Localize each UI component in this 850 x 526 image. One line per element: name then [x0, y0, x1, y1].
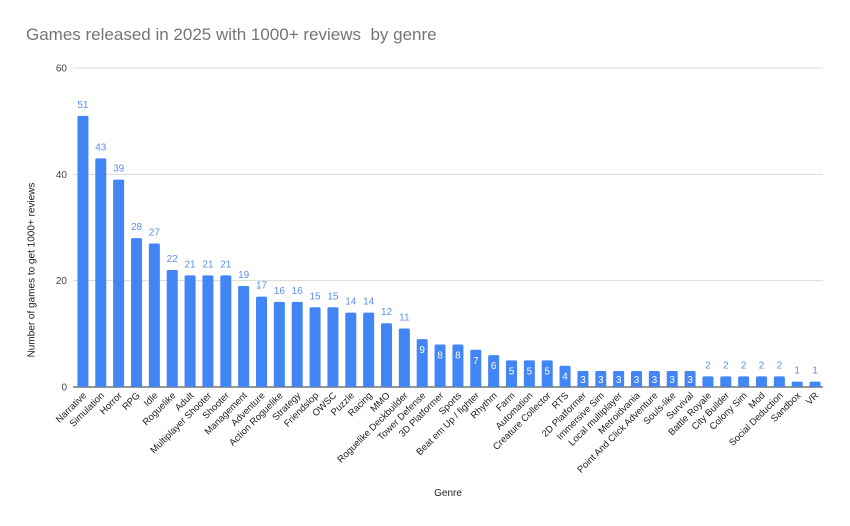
bar	[452, 344, 464, 387]
chart-title: Games released in 2025 with 1000+ review…	[26, 25, 437, 44]
bar-value-label: 7	[473, 356, 479, 367]
bar-value-label: 3	[652, 375, 658, 386]
bar-value-label: 3	[616, 375, 622, 386]
bar	[202, 275, 214, 387]
bar	[595, 371, 607, 387]
bar	[470, 349, 482, 387]
bar	[720, 376, 732, 387]
x-axis-label: Genre	[434, 488, 462, 499]
bar	[809, 381, 821, 387]
bar-value-label: 3	[598, 375, 604, 386]
bar	[648, 371, 660, 387]
bar	[506, 360, 517, 387]
bar-value-label: 27	[149, 227, 161, 238]
bar	[523, 360, 535, 387]
bar	[791, 381, 803, 387]
y-tick-label: 20	[56, 276, 68, 287]
bar	[309, 307, 321, 387]
bar-value-label: 16	[292, 286, 304, 297]
bar	[613, 371, 625, 387]
bar	[148, 243, 160, 387]
bar	[327, 307, 339, 387]
bar-value-label: 6	[491, 361, 497, 372]
bar	[291, 301, 303, 387]
bar-value-label: 43	[95, 142, 107, 153]
bar	[113, 179, 125, 387]
bar-value-label: 5	[509, 366, 515, 377]
bar-value-label: 14	[345, 297, 357, 308]
x-tick-label: RPG	[120, 390, 142, 412]
bar	[702, 376, 714, 387]
bar	[131, 238, 142, 387]
bar-value-label: 15	[327, 291, 339, 302]
bar	[541, 360, 553, 387]
x-tick-label: VR	[804, 390, 821, 407]
bar-value-label: 5	[544, 366, 550, 377]
bar-value-label: 3	[687, 375, 693, 386]
bar	[398, 328, 410, 387]
y-tick-label: 60	[56, 64, 68, 75]
bar	[273, 301, 285, 387]
bar	[238, 285, 250, 387]
bar	[256, 296, 267, 387]
bar	[738, 376, 750, 387]
bar-value-label: 3	[634, 375, 640, 386]
bar-value-label: 28	[131, 222, 143, 233]
bar-value-label: 8	[455, 350, 461, 361]
bar-value-label: 51	[77, 100, 89, 111]
y-tick-label: 0	[61, 383, 67, 394]
bar	[166, 270, 178, 387]
y-tick-label: 40	[56, 170, 68, 181]
bar	[363, 312, 375, 387]
bar-value-label: 4	[562, 372, 568, 383]
bar-value-label: 12	[381, 307, 393, 318]
y-axis-label: Number of games to get 1000+ reviews	[26, 182, 38, 358]
bar-value-label: 3	[580, 375, 586, 386]
bar-value-label: 15	[310, 291, 322, 302]
bar	[756, 376, 767, 387]
bar-value-label: 16	[274, 286, 286, 297]
bar-value-label: 3	[669, 375, 675, 386]
bar-value-label: 17	[256, 281, 268, 292]
bar	[381, 323, 392, 387]
bar	[488, 355, 500, 387]
bar-value-label: 9	[419, 345, 425, 356]
bar-value-label: 2	[723, 360, 729, 371]
bar	[666, 371, 678, 387]
bar	[684, 371, 696, 387]
bar-value-label: 1	[794, 366, 800, 377]
bar-value-label: 2	[705, 360, 711, 371]
bar	[77, 115, 89, 387]
bar-value-label: 14	[363, 297, 375, 308]
bar-value-label: 11	[399, 313, 410, 324]
bar-value-label: 19	[238, 270, 250, 281]
bar	[345, 312, 357, 387]
bar-value-label: 21	[185, 259, 197, 270]
bar-value-label: 39	[113, 164, 125, 175]
bar-value-label: 5	[527, 366, 533, 377]
bar	[416, 339, 428, 387]
bar	[559, 365, 571, 387]
bar-value-label: 21	[220, 259, 232, 270]
bar	[220, 275, 232, 387]
bar-value-label: 22	[167, 254, 179, 265]
bar-value-label: 8	[437, 350, 443, 361]
bar	[631, 371, 642, 387]
bar	[434, 344, 446, 387]
bar-value-label: 21	[202, 259, 214, 270]
bar	[773, 376, 785, 387]
bar-value-label: 2	[741, 360, 747, 371]
bar	[95, 158, 107, 387]
bar	[577, 371, 589, 387]
bar-value-label: 2	[759, 360, 765, 371]
bar-value-label: 1	[812, 366, 818, 377]
bar-value-label: 2	[777, 360, 783, 371]
bar	[184, 275, 196, 387]
